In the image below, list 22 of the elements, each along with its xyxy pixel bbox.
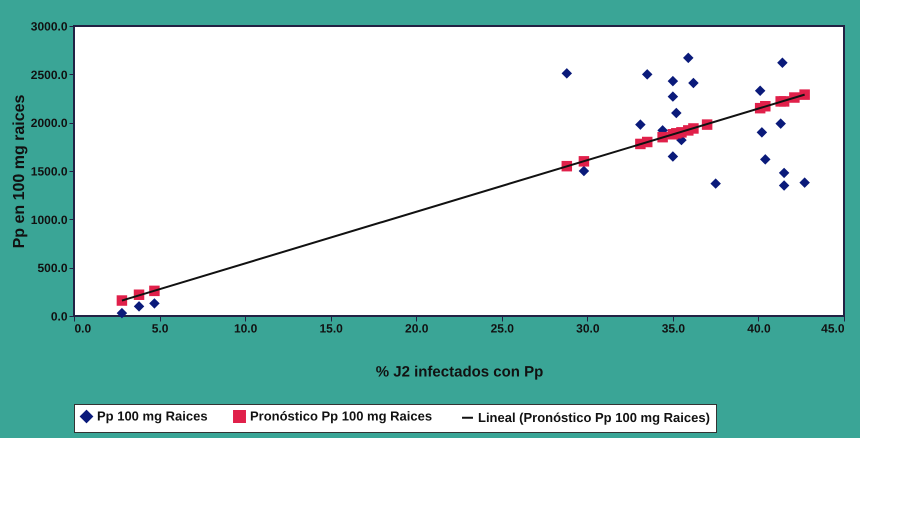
x-tick-label: 0.0 [74, 322, 92, 336]
x-tick-label: 35.0 [662, 322, 686, 336]
y-axis-title: Pp en 100 mg raices [10, 94, 28, 248]
y-tick-label: 500.0 [37, 261, 68, 276]
y-tick-label: 0.0 [50, 310, 68, 324]
x-tick-label: 25.0 [490, 322, 514, 336]
legend-label: Pronóstico Pp 100 mg Raices [250, 408, 432, 424]
legend-label: Pp 100 mg Raices [97, 408, 208, 424]
y-tick-label: 1000.0 [30, 212, 68, 227]
x-tick-label: 15.0 [319, 322, 344, 336]
legend-label: Lineal (Pronóstico Pp 100 mg Raices) [478, 410, 710, 425]
x-tick-label: 45.0 [821, 322, 845, 336]
y-tick-label: 2500.0 [30, 68, 68, 82]
x-tick-label: 20.0 [405, 322, 429, 336]
x-tick-label: 5.0 [152, 322, 169, 336]
x-tick-label: 30.0 [576, 322, 600, 336]
y-tick-label: 3000.0 [30, 20, 68, 34]
y-tick-label: 1500.0 [30, 164, 68, 178]
x-axis-title: % J2 infectados con Pp [376, 364, 544, 380]
x-tick-label: 40.0 [747, 322, 771, 336]
x-tick-label: 10.0 [234, 322, 258, 336]
y-tick-label: 2000.0 [30, 116, 68, 130]
